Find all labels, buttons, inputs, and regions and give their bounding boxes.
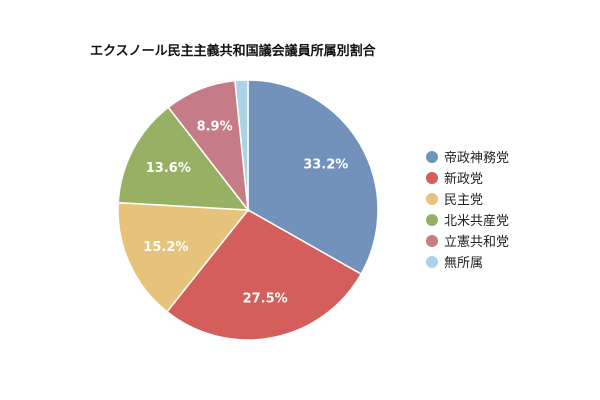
legend-marker: [426, 172, 438, 184]
legend-label: 帝政神務党: [444, 150, 509, 166]
chart-title: エクスノール民主主義共和国議会議員所属別割合: [90, 43, 377, 59]
legend-label: 北米共産党: [444, 213, 509, 229]
legend-marker: [426, 256, 438, 268]
slice-percentage-label: 33.2%: [303, 158, 348, 173]
legend-marker: [426, 151, 438, 163]
legend-label: 新政党: [444, 171, 483, 187]
legend-label: 無所属: [444, 256, 483, 271]
slice-labels: 33.2% 27.5% 15.2% 13.6% 8.9%: [143, 119, 348, 306]
slice-percentage-label: 8.9%: [197, 119, 233, 134]
pie-slice: [165, 209, 363, 341]
slice-percentage-label: 15.2%: [143, 240, 188, 255]
legend-marker: [426, 193, 438, 205]
legend-label: 民主党: [444, 193, 483, 208]
pie-slice: [117, 106, 250, 211]
legend-marker: [426, 214, 438, 226]
pie-slices: [117, 79, 379, 341]
pie-slice: [234, 79, 249, 211]
legend-marker: [426, 235, 438, 247]
pie-slice: [247, 79, 379, 276]
slice-percentage-label: 13.6%: [146, 161, 191, 176]
slice-percentage-label: 27.5%: [243, 291, 288, 306]
legend-label: 立憲共和党: [444, 234, 509, 250]
pie-slice: [117, 201, 250, 313]
